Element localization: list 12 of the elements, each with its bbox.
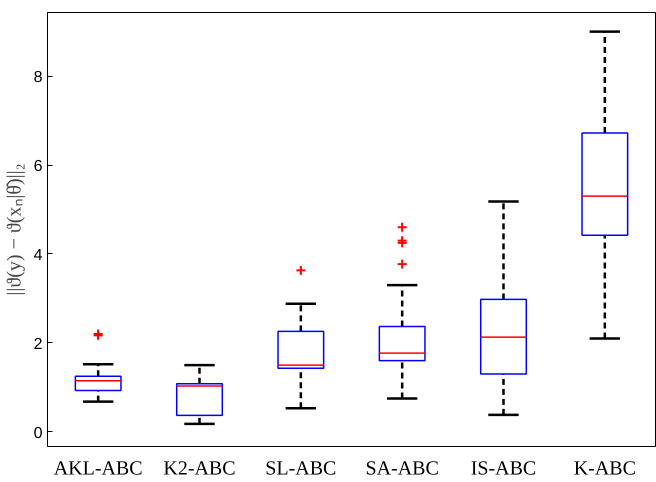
y-tick-label: 0 [34,424,43,442]
y-tick-label: 2 [34,336,43,353]
x-tick-label: IS-ABC [470,458,536,480]
x-tick-label: SL-ABC [265,458,336,480]
x-tick-label: SA-ABC [365,458,439,480]
y-tick-label: 6 [34,158,43,176]
y-axis-title: ||ϑ(y) − ϑ(xₙ|θ̂)||₂ [4,163,26,296]
y-tick-label: 8 [34,69,43,86]
x-tick-label: AKL-ABC [54,458,143,480]
x-tick-label: K2-ABC [163,458,236,480]
x-tick-label: K-ABC [574,458,636,480]
y-tick-label: 4 [34,246,43,264]
